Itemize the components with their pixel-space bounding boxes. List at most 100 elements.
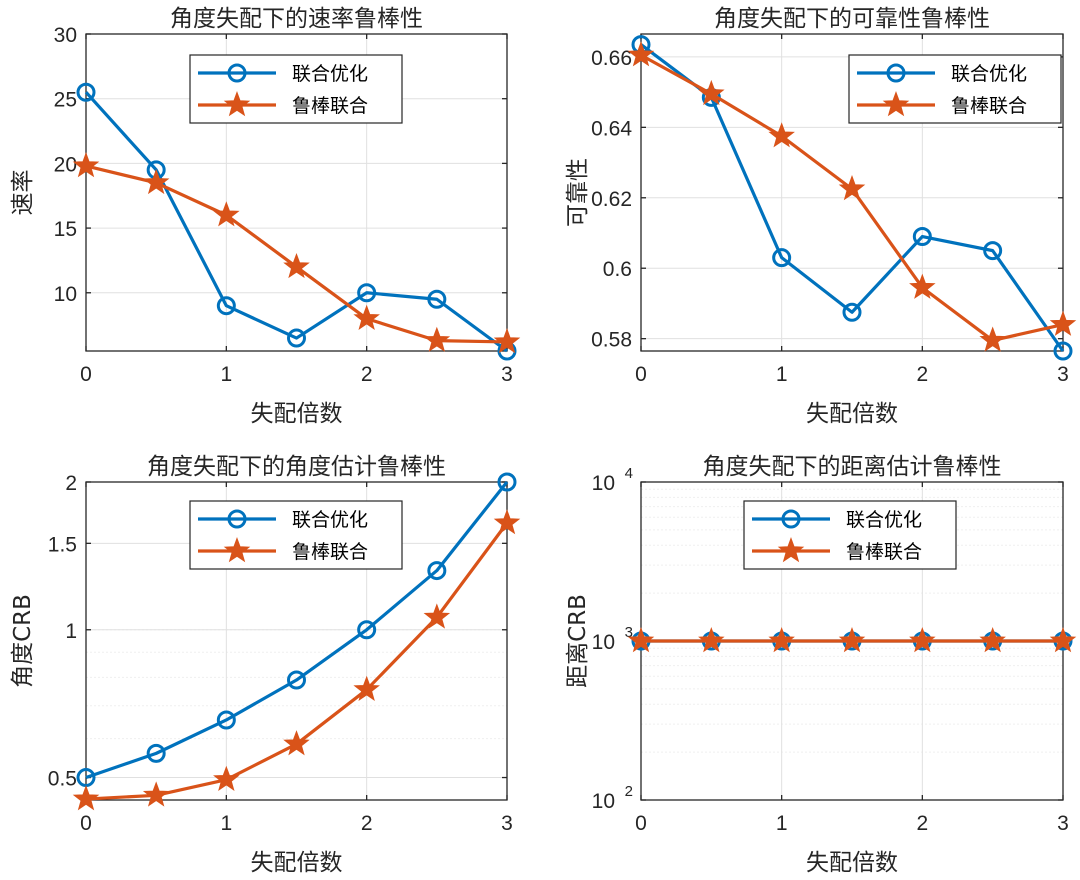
- x-axis-label: 失配倍数: [806, 850, 898, 876]
- data-point: [1049, 310, 1077, 336]
- data-point: [427, 289, 447, 309]
- axes-box: [85, 33, 508, 352]
- data-point: [142, 168, 170, 195]
- x-tick-label: 1: [776, 812, 788, 835]
- data-point: [838, 175, 866, 201]
- data-point: [353, 304, 380, 330]
- y-tick-label: 20: [54, 153, 77, 176]
- data-point: [76, 82, 96, 102]
- x-tick-label: 3: [501, 363, 513, 386]
- y-tick-base: 10: [592, 631, 615, 654]
- data-point: [357, 283, 377, 303]
- data-point: [912, 227, 932, 247]
- x-tick-label: 0: [80, 812, 92, 835]
- data-point: [838, 627, 866, 653]
- chart-title: 角度失配下的可靠性鲁棒性: [714, 6, 990, 32]
- data-point: [423, 603, 451, 629]
- y-tick-base: 10: [592, 790, 615, 813]
- legend-marker: [886, 63, 906, 83]
- data-point: [627, 41, 655, 67]
- x-axis-label: 失配倍数: [251, 850, 343, 876]
- data-point: [698, 627, 725, 653]
- data-point: [213, 765, 240, 791]
- legend-box: [848, 54, 1062, 124]
- legend-label: 鲁棒联合: [951, 95, 1027, 117]
- y-tick-label: 10: [54, 283, 77, 306]
- y-tick-label: 25: [54, 89, 77, 112]
- data-point: [772, 248, 792, 268]
- x-tick-label: 2: [916, 363, 928, 386]
- data-point: [287, 328, 306, 348]
- x-tick-label: 1: [220, 363, 232, 386]
- legend-marker: [882, 91, 910, 117]
- data-point: [423, 326, 451, 352]
- x-tick-label: 3: [501, 812, 513, 835]
- y-tick-base: 10: [592, 472, 615, 495]
- y-tick-label: 10: [592, 790, 615, 813]
- legend-marker: [223, 537, 251, 563]
- data-point: [768, 627, 795, 653]
- y-tick-label: 0.6: [603, 258, 632, 281]
- data-point: [283, 252, 310, 279]
- y-tick-label: 1: [65, 620, 77, 643]
- data-point: [72, 785, 100, 811]
- legend-label: 联合优化: [846, 509, 922, 531]
- y-tick-label: 2: [65, 472, 77, 495]
- legend-marker: [227, 509, 247, 529]
- data-point: [698, 79, 725, 106]
- chart-title: 角度失配下的距离估计鲁棒性: [703, 454, 1002, 480]
- legend-label: 鲁棒联合: [846, 541, 922, 563]
- legend-marker: [227, 63, 247, 83]
- data-point: [287, 670, 306, 690]
- x-tick-label: 2: [361, 812, 373, 835]
- legend-label: 鲁棒联合: [292, 541, 368, 563]
- y-tick-exponent: 3: [625, 624, 633, 641]
- data-point: [979, 627, 1006, 653]
- x-tick-label: 1: [776, 363, 788, 386]
- y-tick-exponent: 2: [625, 783, 633, 800]
- data-point: [493, 509, 521, 535]
- y-axis-label: 角度CRB: [10, 594, 36, 688]
- legend-marker: [223, 91, 251, 117]
- series-2: [72, 509, 521, 811]
- data-point: [497, 472, 517, 492]
- legend-label: 鲁棒联合: [292, 95, 368, 117]
- data-point: [493, 327, 521, 354]
- legend-box: [189, 54, 403, 124]
- x-tick-label: 2: [916, 812, 928, 835]
- legend-label: 联合优化: [292, 509, 368, 531]
- y-tick-label: 0.64: [591, 117, 632, 140]
- legend-marker: [781, 509, 801, 529]
- y-tick-label: 0.66: [591, 47, 632, 70]
- series-2: [627, 627, 1077, 653]
- y-tick-label: 1.5: [48, 533, 77, 556]
- x-tick-label: 1: [220, 812, 232, 835]
- x-axis-label: 失配倍数: [251, 401, 343, 427]
- legend-box: [743, 500, 957, 570]
- data-point: [842, 302, 862, 322]
- data-point: [627, 627, 655, 653]
- data-point: [979, 326, 1006, 352]
- y-tick-label: 10: [592, 631, 615, 654]
- y-tick-label: 15: [54, 218, 77, 241]
- data-point: [427, 561, 447, 581]
- y-tick-label: 30: [54, 24, 77, 47]
- data-point: [142, 781, 170, 807]
- series-line: [85, 481, 509, 780]
- data-point: [768, 122, 795, 148]
- x-tick-label: 0: [635, 363, 647, 386]
- data-point: [909, 273, 936, 299]
- axes-box: [85, 481, 508, 801]
- series-2: [72, 152, 521, 354]
- data-point: [909, 627, 936, 653]
- x-tick-label: 2: [361, 363, 373, 386]
- data-point: [72, 152, 100, 178]
- x-tick-label: 3: [1057, 812, 1069, 835]
